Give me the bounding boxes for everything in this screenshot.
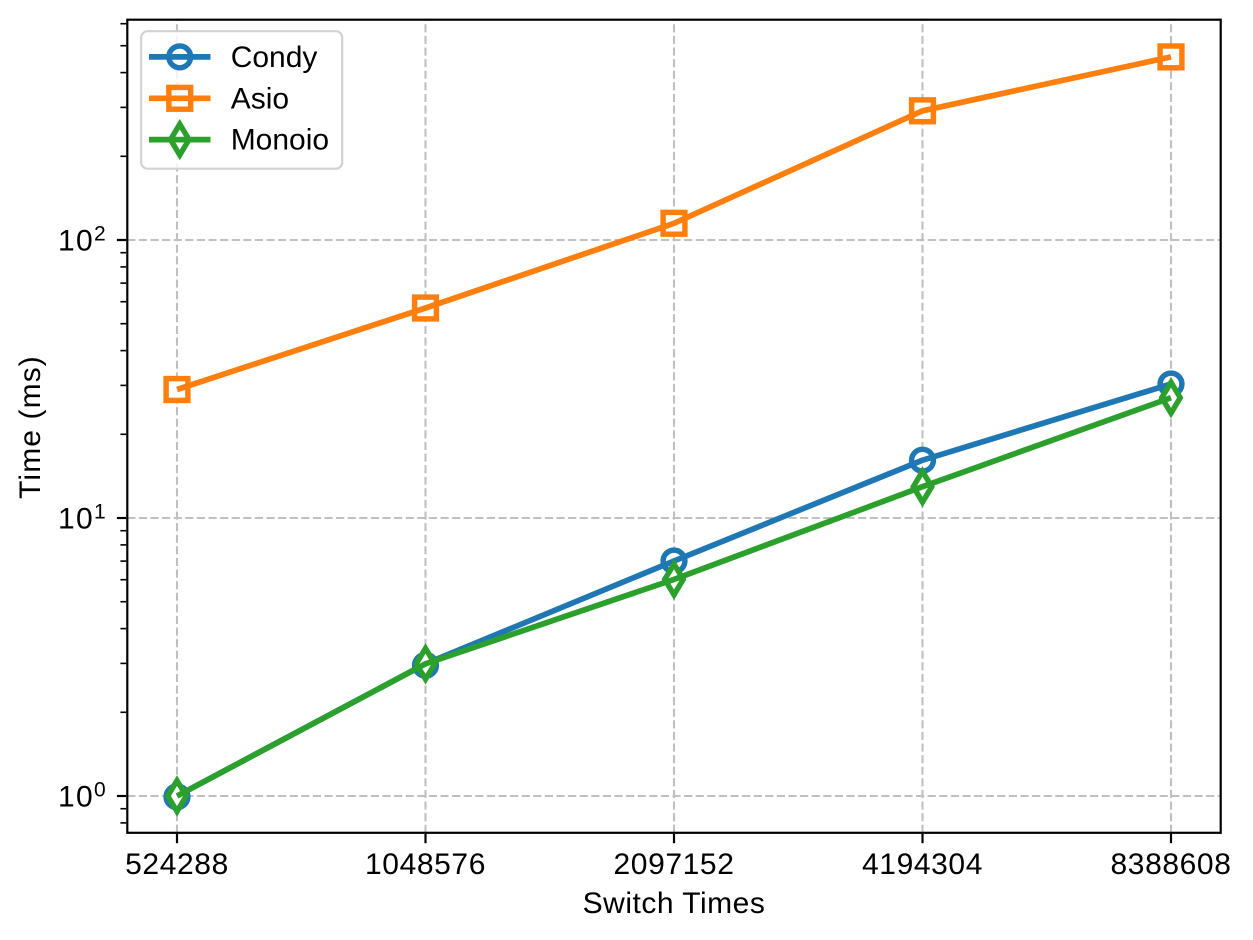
svg-text:1048576: 1048576 (365, 848, 486, 881)
svg-text:8388608: 8388608 (1111, 848, 1232, 881)
svg-text:4194304: 4194304 (862, 848, 983, 881)
svg-text:101: 101 (58, 501, 107, 536)
svg-text:524288: 524288 (125, 848, 229, 881)
svg-text:Switch Times: Switch Times (583, 887, 766, 920)
svg-text:Condy: Condy (231, 41, 318, 74)
svg-text:Time (ms): Time (ms) (14, 355, 47, 499)
svg-text:2097152: 2097152 (614, 848, 735, 881)
svg-text:Monoio: Monoio (231, 124, 329, 157)
svg-text:Asio: Asio (231, 82, 289, 115)
